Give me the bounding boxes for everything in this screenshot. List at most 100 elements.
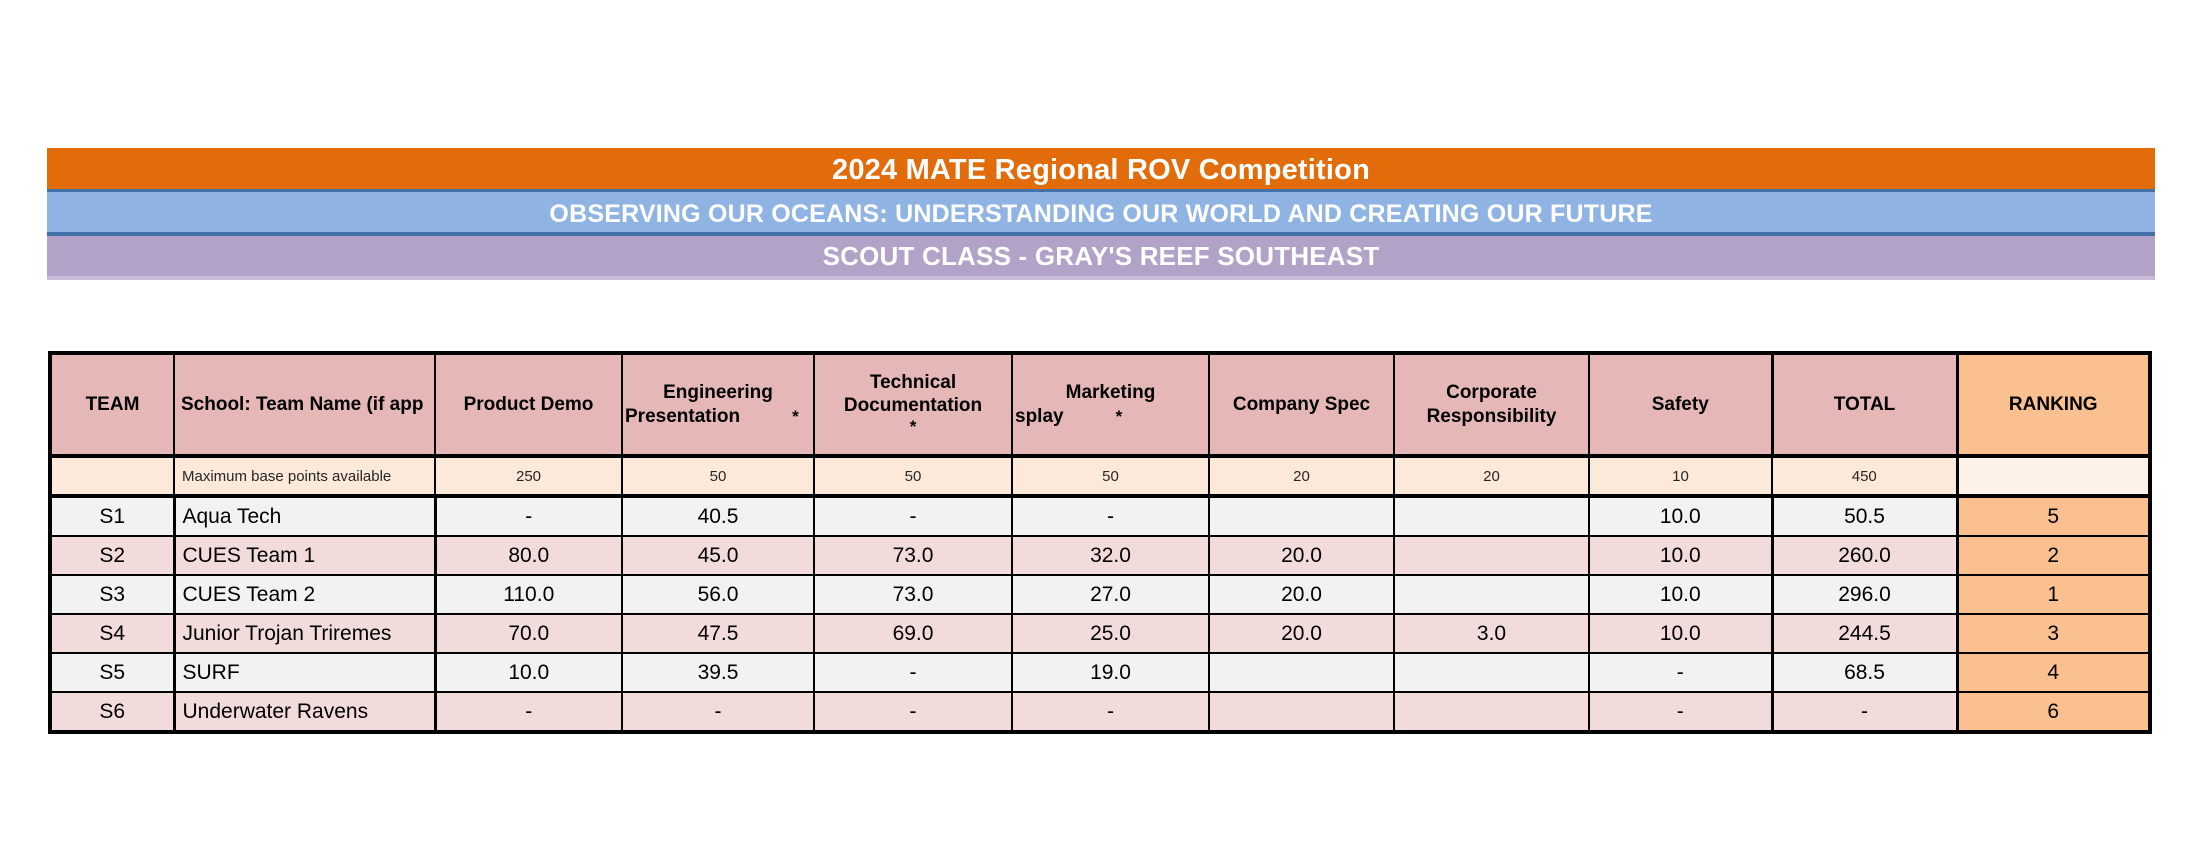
column-header-safety-label: Safety	[1651, 393, 1709, 415]
row-ranking: 5	[1955, 495, 2152, 537]
table-row: S4 Junior Trojan Triremes 70.0 47.5 69.0…	[48, 613, 2152, 654]
max-points-total: 450	[1771, 454, 1958, 498]
competition-class-banner: SCOUT CLASS - GRAY'S REEF SOUTHEAST	[47, 236, 2155, 280]
table-row: S3 CUES Team 2 110.0 56.0 73.0 27.0 20.0…	[48, 574, 2152, 615]
row-team-id: S2	[48, 535, 176, 576]
column-header-team-label: TEAM	[85, 393, 140, 415]
column-header-product-demo-label: Product Demo	[463, 393, 594, 415]
row-ranking: 6	[1955, 691, 2152, 734]
column-header-school-team-name: School: Team Name (if app	[173, 351, 436, 458]
column-header-team: TEAM	[48, 351, 175, 458]
row-team-name: CUES Team 1	[173, 535, 437, 576]
row-product-demo: -	[434, 495, 623, 537]
engineering-presentation-line2: Presentation	[625, 405, 741, 427]
column-header-technical-documentation: Technical Documentation *	[813, 351, 1013, 458]
row-ranking: 4	[1955, 652, 2152, 693]
row-company-spec: 20.0	[1208, 574, 1395, 615]
column-header-engineering-presentation: Engineering Presentation *	[621, 351, 815, 458]
row-company-spec: 20.0	[1208, 613, 1395, 654]
competition-title-banner: 2024 MATE Regional ROV Competition	[47, 148, 2155, 192]
row-team-id: S3	[48, 574, 176, 615]
row-marketing-display: -	[1011, 495, 1210, 537]
row-team-name: Junior Trojan Triremes	[173, 613, 437, 654]
row-corporate-responsibility	[1393, 574, 1590, 615]
row-corporate-responsibility: 3.0	[1393, 613, 1590, 654]
row-engineering-presentation: 45.0	[621, 535, 815, 576]
row-company-spec: 20.0	[1208, 535, 1395, 576]
scoring-table: TEAM School: Team Name (if app Product D…	[48, 351, 2152, 734]
row-corporate-responsibility	[1393, 652, 1590, 693]
column-header-school-team-name-label: School: Team Name (if app	[181, 393, 424, 415]
row-safety: -	[1588, 652, 1773, 693]
row-team-name: Aqua Tech	[173, 495, 437, 537]
max-points-team-cell	[48, 454, 175, 498]
row-corporate-responsibility	[1393, 495, 1590, 537]
row-product-demo: -	[434, 691, 623, 734]
row-technical-documentation: -	[813, 652, 1013, 693]
column-header-total: TOTAL	[1770, 351, 1958, 458]
row-safety: 10.0	[1588, 535, 1773, 576]
row-total: 296.0	[1770, 574, 1958, 615]
row-technical-documentation: 73.0	[813, 535, 1013, 576]
max-points-corporate-responsibility: 20	[1393, 454, 1590, 498]
corporate-responsibility-line1: Corporate	[1446, 382, 1537, 404]
row-team-id: S4	[48, 613, 176, 654]
column-header-ranking: RANKING	[1955, 351, 2152, 458]
row-total: -	[1770, 691, 1958, 734]
scoring-table-container: TEAM School: Team Name (if app Product D…	[48, 351, 2152, 734]
row-total: 244.5	[1770, 613, 1958, 654]
technical-documentation-line2: Documentation	[843, 395, 983, 417]
row-product-demo: 80.0	[434, 535, 623, 576]
row-technical-documentation: 73.0	[813, 574, 1013, 615]
title-banner-group: 2024 MATE Regional ROV Competition OBSER…	[47, 148, 2155, 280]
asterisk-icon: *	[909, 417, 917, 437]
max-points-row: Maximum base points available 250 50 50 …	[48, 454, 2152, 498]
marketing-display-line2: splay	[1015, 405, 1064, 427]
max-points-engineering-presentation: 50	[621, 454, 815, 498]
row-safety: 10.0	[1588, 495, 1773, 537]
row-team-name: SURF	[173, 652, 437, 693]
row-marketing-display: 32.0	[1011, 535, 1210, 576]
row-corporate-responsibility	[1393, 535, 1590, 576]
row-safety: 10.0	[1588, 613, 1773, 654]
column-header-marketing-display: Marketing splay *	[1011, 351, 1210, 458]
row-marketing-display: 25.0	[1011, 613, 1210, 654]
competition-subtitle-banner: OBSERVING OUR OCEANS: UNDERSTANDING OUR …	[47, 192, 2155, 236]
row-company-spec	[1208, 652, 1395, 693]
row-corporate-responsibility	[1393, 691, 1590, 734]
max-points-company-spec: 20	[1208, 454, 1395, 498]
technical-documentation-line1: Technical	[869, 371, 957, 393]
max-points-safety: 10	[1588, 454, 1773, 498]
table-row: S1 Aqua Tech - 40.5 - - 10.0 50.5 5	[48, 495, 2152, 537]
row-team-id: S1	[48, 495, 176, 537]
marketing-display-line1: Marketing	[1065, 382, 1156, 404]
row-ranking: 2	[1955, 535, 2152, 576]
row-technical-documentation: 69.0	[813, 613, 1013, 654]
asterisk-icon: *	[1115, 406, 1123, 426]
max-points-ranking	[1955, 454, 2152, 498]
table-row: S5 SURF 10.0 39.5 - 19.0 - 68.5 4	[48, 652, 2152, 693]
row-engineering-presentation: 40.5	[621, 495, 815, 537]
competition-subtitle-text: OBSERVING OUR OCEANS: UNDERSTANDING OUR …	[549, 200, 1653, 228]
row-safety: -	[1588, 691, 1773, 734]
row-technical-documentation: -	[813, 691, 1013, 734]
row-engineering-presentation: 39.5	[621, 652, 815, 693]
column-header-product-demo: Product Demo	[434, 351, 623, 458]
competition-title-text: 2024 MATE Regional ROV Competition	[832, 154, 1370, 186]
row-total: 68.5	[1770, 652, 1958, 693]
row-product-demo: 70.0	[434, 613, 623, 654]
asterisk-icon: *	[792, 406, 799, 426]
column-header-company-spec: Company Spec	[1208, 351, 1395, 458]
row-marketing-display: 19.0	[1011, 652, 1210, 693]
column-header-total-label: TOTAL	[1833, 393, 1896, 415]
column-header-company-spec-label: Company Spec	[1232, 393, 1371, 415]
row-ranking: 3	[1955, 613, 2152, 654]
table-row: S2 CUES Team 1 80.0 45.0 73.0 32.0 20.0 …	[48, 535, 2152, 576]
max-points-technical-documentation: 50	[813, 454, 1013, 498]
row-team-id: S6	[48, 691, 176, 734]
table-row: S6 Underwater Ravens - - - - - - 6	[48, 691, 2152, 734]
row-engineering-presentation: 47.5	[621, 613, 815, 654]
row-marketing-display: -	[1011, 691, 1210, 734]
row-product-demo: 110.0	[434, 574, 623, 615]
